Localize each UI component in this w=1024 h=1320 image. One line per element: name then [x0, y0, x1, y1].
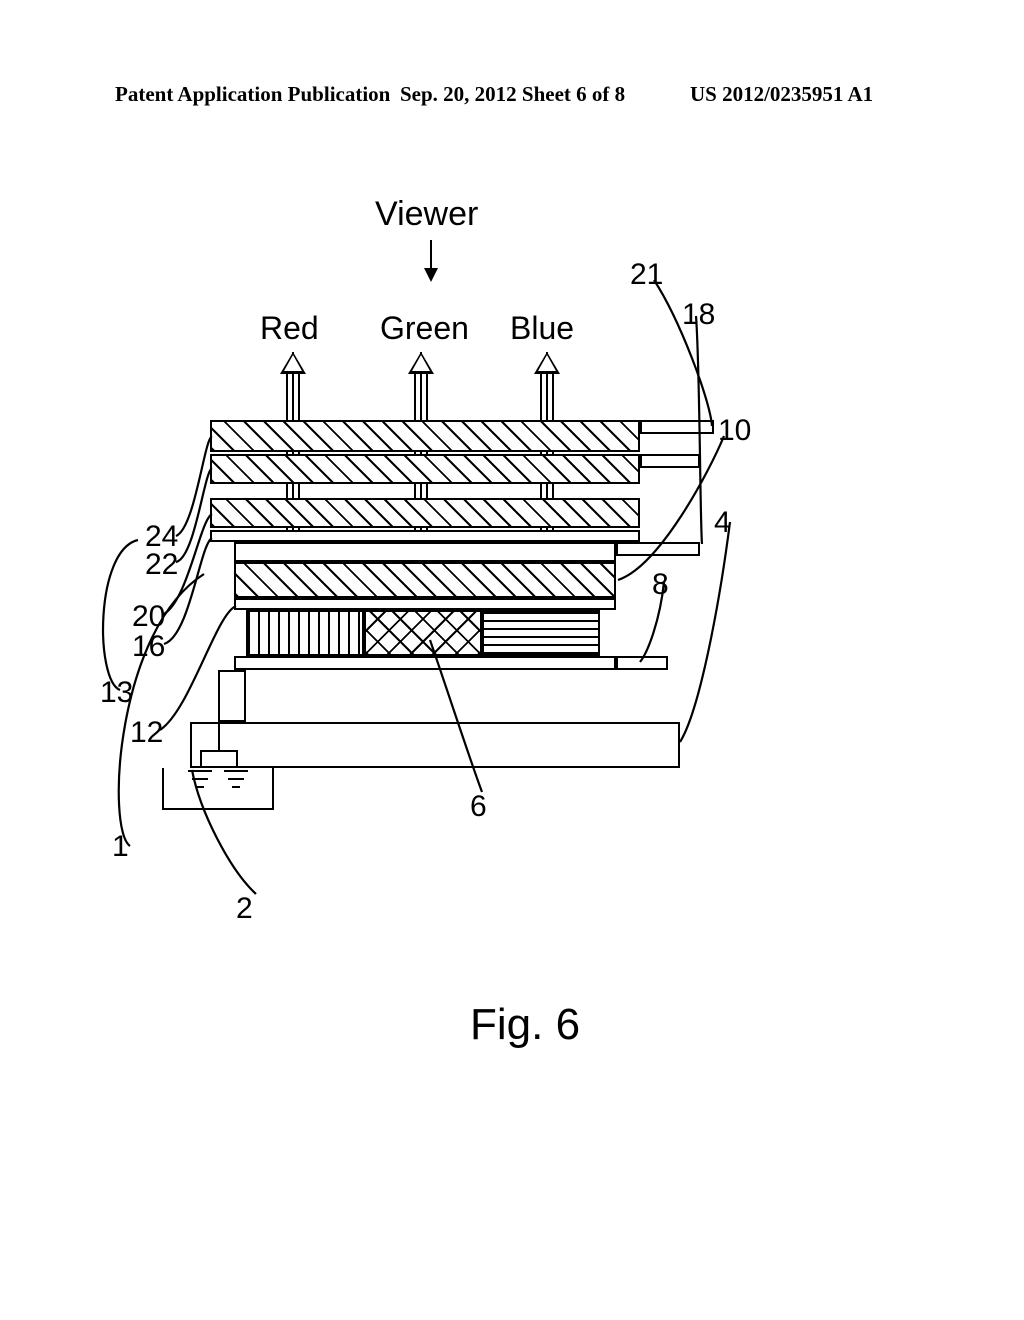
ref-22: 22: [145, 548, 178, 582]
ref-1: 1: [112, 830, 129, 864]
lead-18: [616, 542, 700, 556]
ref-13: 13: [100, 676, 133, 710]
header-right: US 2012/0235951 A1: [690, 82, 873, 107]
ref-18: 18: [682, 298, 715, 332]
ref-4: 4: [714, 506, 731, 540]
ref-2: 2: [236, 892, 253, 926]
layer-12: [234, 598, 616, 610]
ground-bar: [218, 670, 246, 722]
viewer-arrow-icon: [430, 240, 432, 280]
page: { "header": { "left": "Patent Applicatio…: [0, 0, 1024, 1320]
label-blue: Blue: [510, 310, 574, 347]
ref-8: 8: [652, 568, 669, 602]
ref-20: 20: [132, 600, 165, 634]
lead-21: [640, 420, 714, 434]
ref-16: 16: [132, 630, 165, 664]
header-left: Patent Application Publication: [115, 82, 390, 107]
figure-caption: Fig. 6: [470, 1000, 580, 1050]
layer-18: [234, 542, 616, 562]
layer-10: [234, 562, 616, 598]
layer-20: [210, 498, 640, 528]
ref-21: 21: [630, 258, 663, 292]
layer-8: [234, 656, 616, 670]
layer-16: [210, 530, 640, 542]
subpixel-green: [364, 610, 482, 656]
layer-24: [210, 420, 640, 452]
subpixel-blue: [482, 610, 600, 656]
lead-22: [640, 454, 700, 468]
viewer-label: Viewer: [375, 195, 478, 234]
label-red: Red: [260, 310, 319, 347]
ref-6: 6: [470, 790, 487, 824]
ref-12: 12: [130, 716, 163, 750]
ref-10: 10: [718, 414, 751, 448]
label-green: Green: [380, 310, 469, 347]
layer-22: [210, 454, 640, 484]
subpixel-red: [246, 610, 364, 656]
header-mid: Sep. 20, 2012 Sheet 6 of 8: [400, 82, 625, 107]
layer-4: [190, 722, 680, 768]
lead-8: [616, 656, 668, 670]
